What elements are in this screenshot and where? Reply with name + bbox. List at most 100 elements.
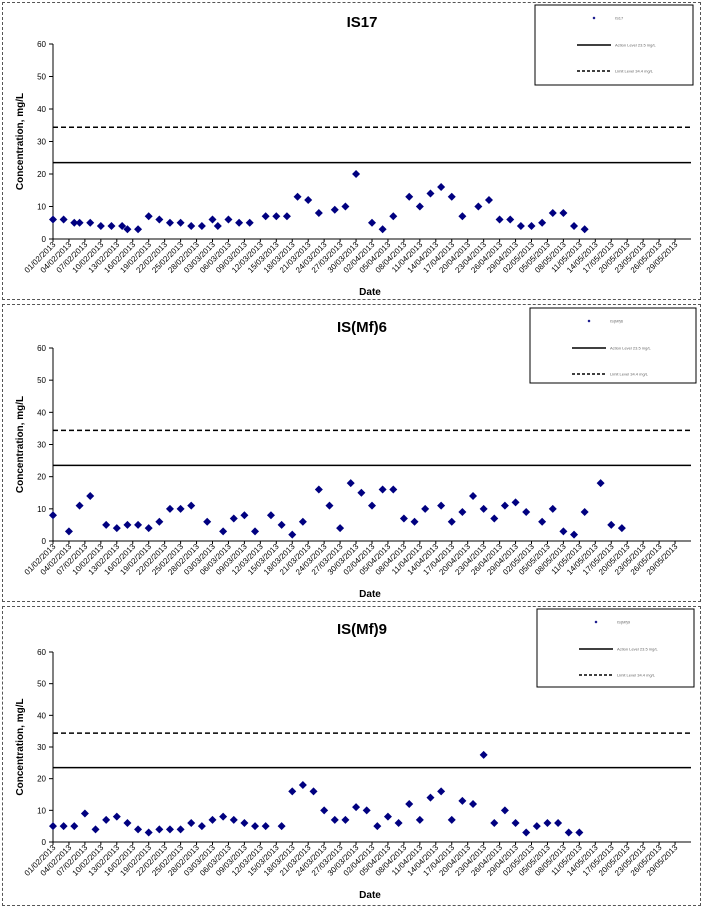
data-point [484, 196, 493, 204]
data-point [352, 803, 361, 812]
data-point [378, 485, 387, 494]
data-point [426, 793, 435, 802]
data-point [522, 828, 531, 837]
y-tick-label: 30 [37, 441, 46, 450]
y-tick-label: 20 [37, 775, 46, 784]
data-point [272, 212, 281, 221]
y-tick-label: 10 [37, 203, 46, 212]
data-point [70, 822, 79, 831]
data-point [447, 192, 456, 201]
data-point [373, 822, 382, 831]
data-point [213, 222, 222, 230]
data-point [112, 812, 121, 821]
chart-title: IS(Mf)9 [337, 621, 387, 638]
data-point [447, 517, 456, 526]
data-point [500, 501, 509, 510]
chart-title: IS17 [347, 14, 378, 31]
data-point [421, 504, 430, 513]
data-point [389, 212, 398, 221]
data-point [378, 225, 387, 234]
data-point [389, 485, 398, 494]
data-point [490, 514, 499, 523]
data-point [298, 517, 307, 526]
data-point [437, 501, 446, 510]
data-point [266, 511, 275, 520]
data-point [314, 209, 323, 217]
data-point [330, 205, 339, 214]
data-point [368, 218, 376, 227]
data-point [495, 215, 504, 224]
data-point [490, 819, 499, 827]
data-point [469, 800, 478, 808]
data-point [383, 812, 392, 821]
data-point [49, 215, 57, 224]
legend-action-label: Action Level 23.5 mg/L [610, 346, 651, 351]
y-tick-label: 60 [37, 648, 46, 657]
legend: IS(Mf)6 Action Level 23.5 mg/L Limit Level… [529, 307, 697, 384]
data-point [538, 517, 547, 526]
data-point [86, 491, 95, 500]
data-point [362, 806, 371, 815]
data-point [261, 212, 270, 221]
data-point [554, 819, 563, 827]
y-tick-label: 50 [37, 376, 46, 385]
legend-marker-diamond [592, 16, 596, 20]
legend-action-label: Action Level 23.5 mg/L [615, 43, 656, 48]
data-point [580, 508, 589, 517]
data-point [59, 822, 68, 831]
legend-box [534, 4, 694, 86]
data-point [165, 825, 174, 834]
data-point [75, 501, 84, 510]
data-point [229, 815, 238, 824]
data-point [144, 212, 153, 221]
data-point [112, 524, 121, 533]
data-point [219, 527, 228, 536]
data-point [134, 520, 143, 529]
data-point [548, 209, 557, 217]
data-point [176, 825, 185, 834]
data-point [123, 520, 132, 529]
data-point [500, 806, 509, 815]
y-axis-label: Concentration, mg/L [15, 698, 26, 795]
y-tick-label: 50 [37, 73, 46, 82]
data-point [330, 815, 339, 824]
data-point [251, 527, 260, 536]
data-point [596, 479, 605, 488]
x-axis-label: Date [359, 287, 381, 298]
legend-action-label: Action Level 23.5 mg/L [617, 647, 658, 652]
data-point [208, 815, 217, 824]
chart-panel-is-mf6: IS(Mf)6 Concentration, mg/L 0 10 20 30 40 50 60 0… [2, 304, 701, 602]
data-point [155, 825, 164, 834]
data-point [320, 806, 329, 815]
data-point [341, 815, 350, 824]
data-point [134, 225, 143, 234]
data-point [469, 491, 478, 500]
data-point [49, 511, 57, 520]
data-point [75, 218, 84, 227]
y-tick-label: 0 [42, 235, 47, 244]
data-point [134, 825, 143, 834]
data-point [251, 822, 260, 831]
data-point [474, 202, 483, 211]
y-tick-label: 50 [37, 680, 46, 689]
chart-title: IS(Mf)6 [337, 319, 387, 336]
data-point [298, 781, 307, 789]
data-point [352, 170, 361, 178]
data-point [203, 517, 212, 526]
x-axis-label: Date [359, 890, 381, 901]
data-point [107, 222, 116, 230]
data-point [570, 530, 579, 539]
data-point [458, 212, 467, 221]
y-tick-label: 40 [37, 408, 46, 417]
data-point [304, 196, 313, 204]
data-point [165, 504, 174, 513]
data-point [176, 504, 185, 513]
y-tick-label: 40 [37, 105, 46, 114]
legend-marker-diamond [587, 319, 591, 323]
data-point [617, 524, 626, 533]
legend-series-label: IS17 [615, 16, 624, 21]
data-point [277, 520, 286, 529]
